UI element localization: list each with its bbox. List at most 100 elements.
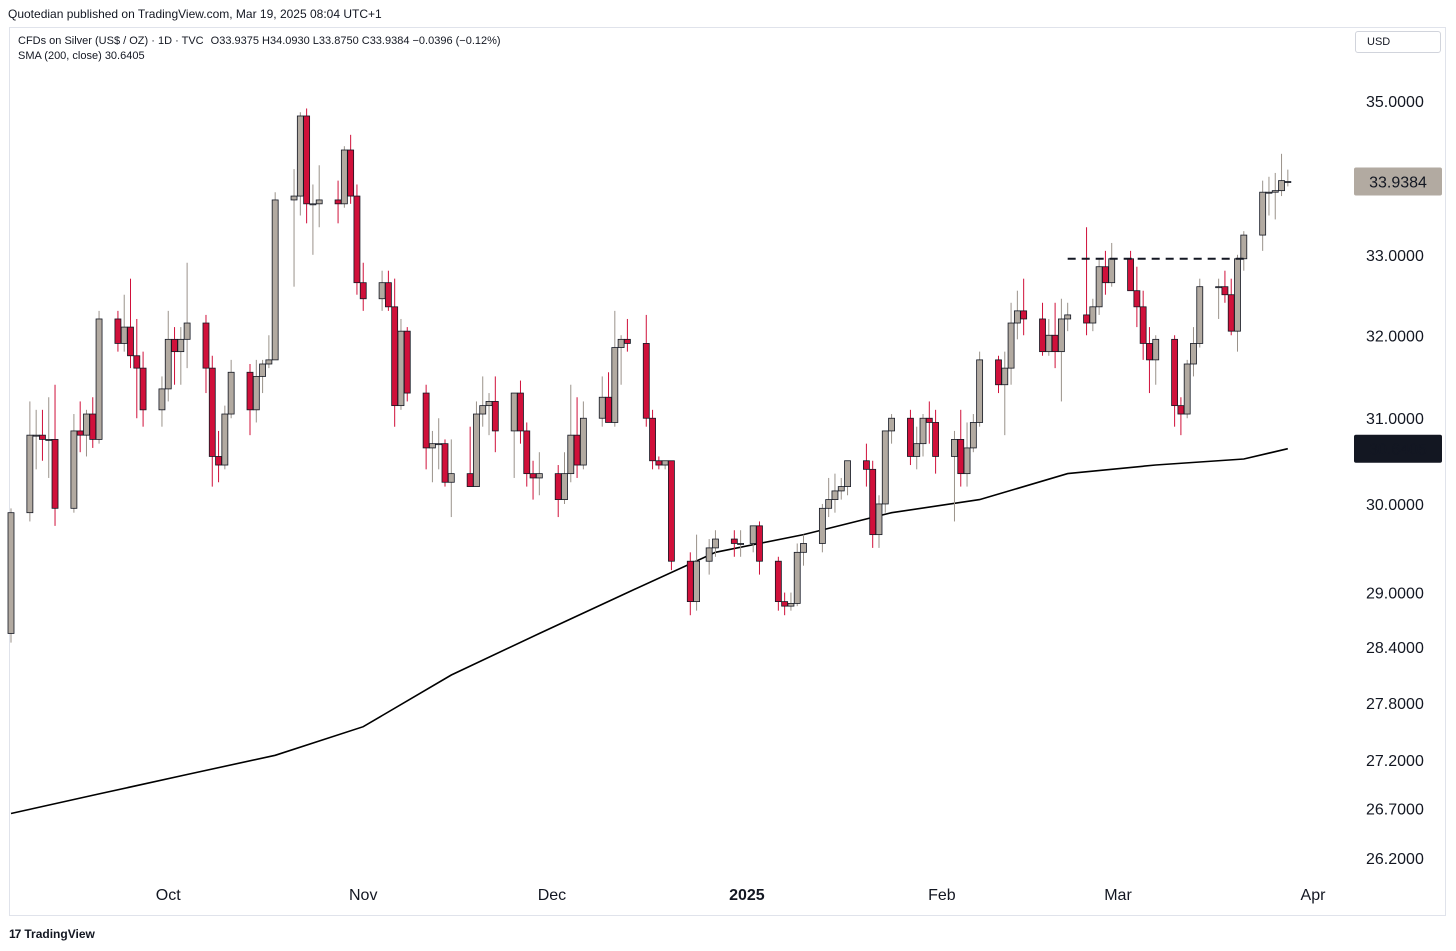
candle-body — [756, 525, 763, 562]
sma-value-badge-bg — [1354, 434, 1442, 463]
candle-body — [114, 318, 122, 344]
candle — [705, 539, 713, 575]
candle-body — [334, 199, 342, 205]
candle-body — [668, 460, 675, 562]
candle-body — [888, 417, 895, 432]
candle-body — [221, 413, 229, 466]
candle-body — [391, 306, 399, 407]
candle-body — [1089, 306, 1097, 324]
candle — [573, 397, 581, 478]
y-tick-label: 30.0000 — [1366, 497, 1424, 514]
candle-body — [875, 503, 883, 536]
candle — [95, 310, 103, 444]
candle — [1051, 302, 1059, 369]
candle — [7, 508, 15, 643]
candle — [441, 439, 449, 487]
candle-body — [730, 538, 738, 544]
candle — [1083, 227, 1090, 336]
candle-body — [76, 430, 84, 436]
candle-body — [441, 443, 449, 483]
currency-button[interactable]: USD — [1355, 31, 1441, 53]
candle — [473, 401, 480, 487]
candle — [303, 108, 311, 224]
candle-body — [246, 371, 254, 411]
candle-body — [347, 149, 355, 197]
publisher-line: Quotedian published on TradingView.com, … — [8, 7, 382, 21]
candle — [781, 592, 789, 616]
candle-body — [579, 417, 587, 466]
candle — [957, 409, 965, 487]
candle-body — [83, 413, 90, 436]
candle-body — [1051, 334, 1059, 353]
candle-body — [1152, 338, 1160, 361]
candle-body — [995, 359, 1002, 386]
candle — [265, 335, 273, 369]
candle — [133, 318, 141, 419]
candle — [617, 335, 625, 385]
x-tick-label: Dec — [538, 887, 566, 904]
candle — [995, 355, 1002, 394]
candle-body — [1095, 266, 1103, 308]
candle — [227, 359, 235, 419]
candle-body — [1083, 314, 1090, 324]
candle — [1039, 302, 1046, 356]
candle — [837, 477, 845, 500]
candle — [177, 327, 185, 385]
candle — [491, 376, 499, 453]
candle-body — [774, 560, 782, 603]
candle-body — [447, 473, 455, 483]
candle-body — [869, 468, 877, 536]
candle — [825, 477, 833, 518]
candle-body — [1146, 343, 1153, 361]
candle-body — [70, 430, 78, 509]
candle-body — [296, 115, 304, 197]
chart-legend: CFDs on Silver (US$ / OZ) · 1D · TVC O33… — [18, 34, 505, 64]
candle — [1171, 335, 1179, 427]
candle-body — [1234, 258, 1241, 332]
candle-body — [844, 460, 851, 487]
candle-body — [1133, 290, 1141, 308]
candle — [347, 134, 355, 204]
x-tick-label: Oct — [156, 887, 181, 904]
candle-body — [561, 473, 568, 501]
candle-body — [705, 547, 713, 562]
sma-value-badge: 30.6405 — [1354, 434, 1442, 463]
candle — [844, 460, 851, 496]
candle — [668, 460, 675, 571]
candle-body — [913, 443, 921, 457]
candle — [1177, 397, 1185, 436]
candle — [76, 401, 84, 453]
tradingview-logo-icon: 17 — [9, 927, 21, 941]
candle — [642, 314, 650, 427]
candle-body — [605, 396, 612, 423]
candle-body — [1039, 318, 1046, 353]
candle-body — [976, 359, 984, 423]
candle-body — [712, 538, 719, 549]
candle — [1265, 176, 1273, 216]
candle — [127, 278, 134, 369]
candle-body — [202, 322, 210, 369]
candle-body — [473, 413, 480, 487]
candle-body — [7, 512, 15, 634]
candle-body — [1227, 294, 1235, 332]
candle — [737, 530, 745, 557]
candle-body — [183, 322, 191, 340]
tradingview-brand: TradingView — [24, 927, 95, 941]
candle — [1020, 278, 1028, 336]
candle — [1127, 250, 1134, 292]
candle — [202, 314, 210, 394]
candle-body — [661, 460, 669, 466]
candle — [158, 376, 166, 427]
candle-body — [485, 401, 493, 407]
last-price-badge-bg — [1354, 167, 1442, 196]
candle — [712, 530, 719, 557]
candle-body — [529, 473, 537, 479]
candle-body — [617, 338, 625, 348]
candle — [517, 380, 524, 444]
candle-body — [686, 560, 694, 603]
candle — [1146, 327, 1153, 394]
candle-body — [435, 443, 443, 446]
candle — [875, 495, 883, 548]
candle-body — [623, 338, 631, 344]
